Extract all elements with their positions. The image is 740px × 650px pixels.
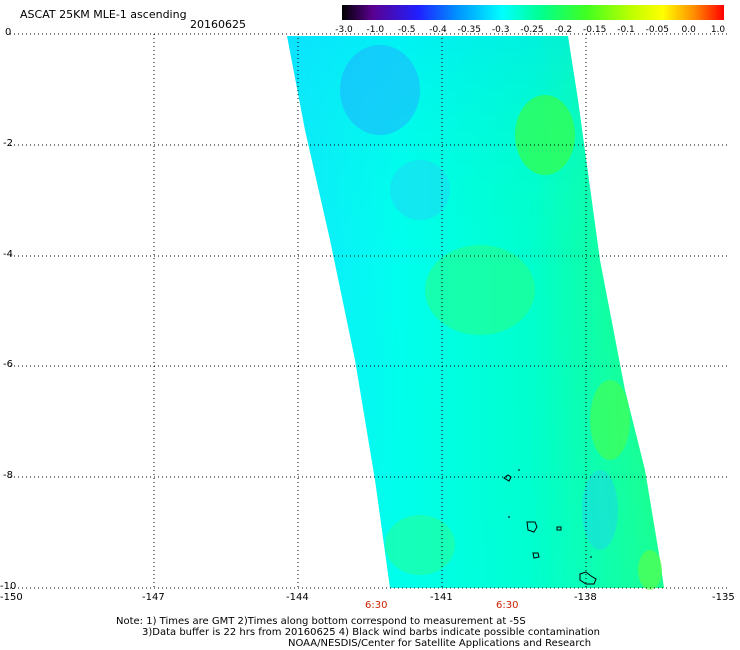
colorbar-label: -0.4 (429, 25, 447, 35)
x-tick-4: -138 (574, 592, 597, 603)
y-tick-1: -2 (3, 138, 13, 149)
colorbar-label: -0.2 (554, 25, 573, 35)
colorbar-label: -0.25 (520, 25, 544, 35)
colorbar-label: -0.05 (645, 25, 669, 35)
colorbar-label: -0.35 (457, 25, 481, 35)
time-label-2: 6:30 (496, 600, 519, 611)
colorbar-label: -0.5 (397, 25, 416, 35)
colorbar-label: -0.3 (491, 25, 510, 35)
high-value-patch (515, 95, 575, 175)
x-tick-5: -135 (712, 592, 735, 603)
y-tick-3: -6 (3, 359, 13, 370)
x-tick-1: -147 (142, 592, 165, 603)
x-tick-0: -150 (0, 592, 23, 603)
island-outlines (503, 469, 597, 585)
footer-credit: NOAA/NESDIS/Center for Satellite Applica… (288, 638, 592, 649)
lat-lon-grid (10, 33, 730, 589)
low-value-patch (340, 45, 420, 135)
y-tick-0: 0 (5, 27, 12, 38)
colorbar-label: -1.0 (366, 25, 385, 35)
product-title: ASCAT 25KM MLE-1 ascending (20, 8, 187, 21)
colorbar-label: -0.1 (617, 25, 635, 35)
y-tick-2: -4 (3, 249, 13, 260)
colorbar-label: 0.0 (681, 25, 696, 35)
colorbar-label: 1.0 (710, 25, 726, 35)
footer-note-2: 3)Data buffer is 22 hrs from 20160625 4)… (142, 627, 600, 638)
time-label-1: 6:30 (365, 600, 388, 611)
x-tick-3: -141 (430, 592, 453, 603)
footer-note-1: Note: 1) Times are GMT 2)Times along bot… (116, 616, 526, 627)
colorbar-label: -0.15 (583, 25, 607, 35)
x-tick-2: -144 (286, 592, 309, 603)
y-tick-5: -10 (0, 581, 17, 592)
colorbar-label: -3.0 (335, 25, 353, 35)
product-date: 20160625 (190, 18, 246, 31)
y-tick-4: -8 (3, 470, 13, 481)
colorbar (342, 5, 724, 20)
